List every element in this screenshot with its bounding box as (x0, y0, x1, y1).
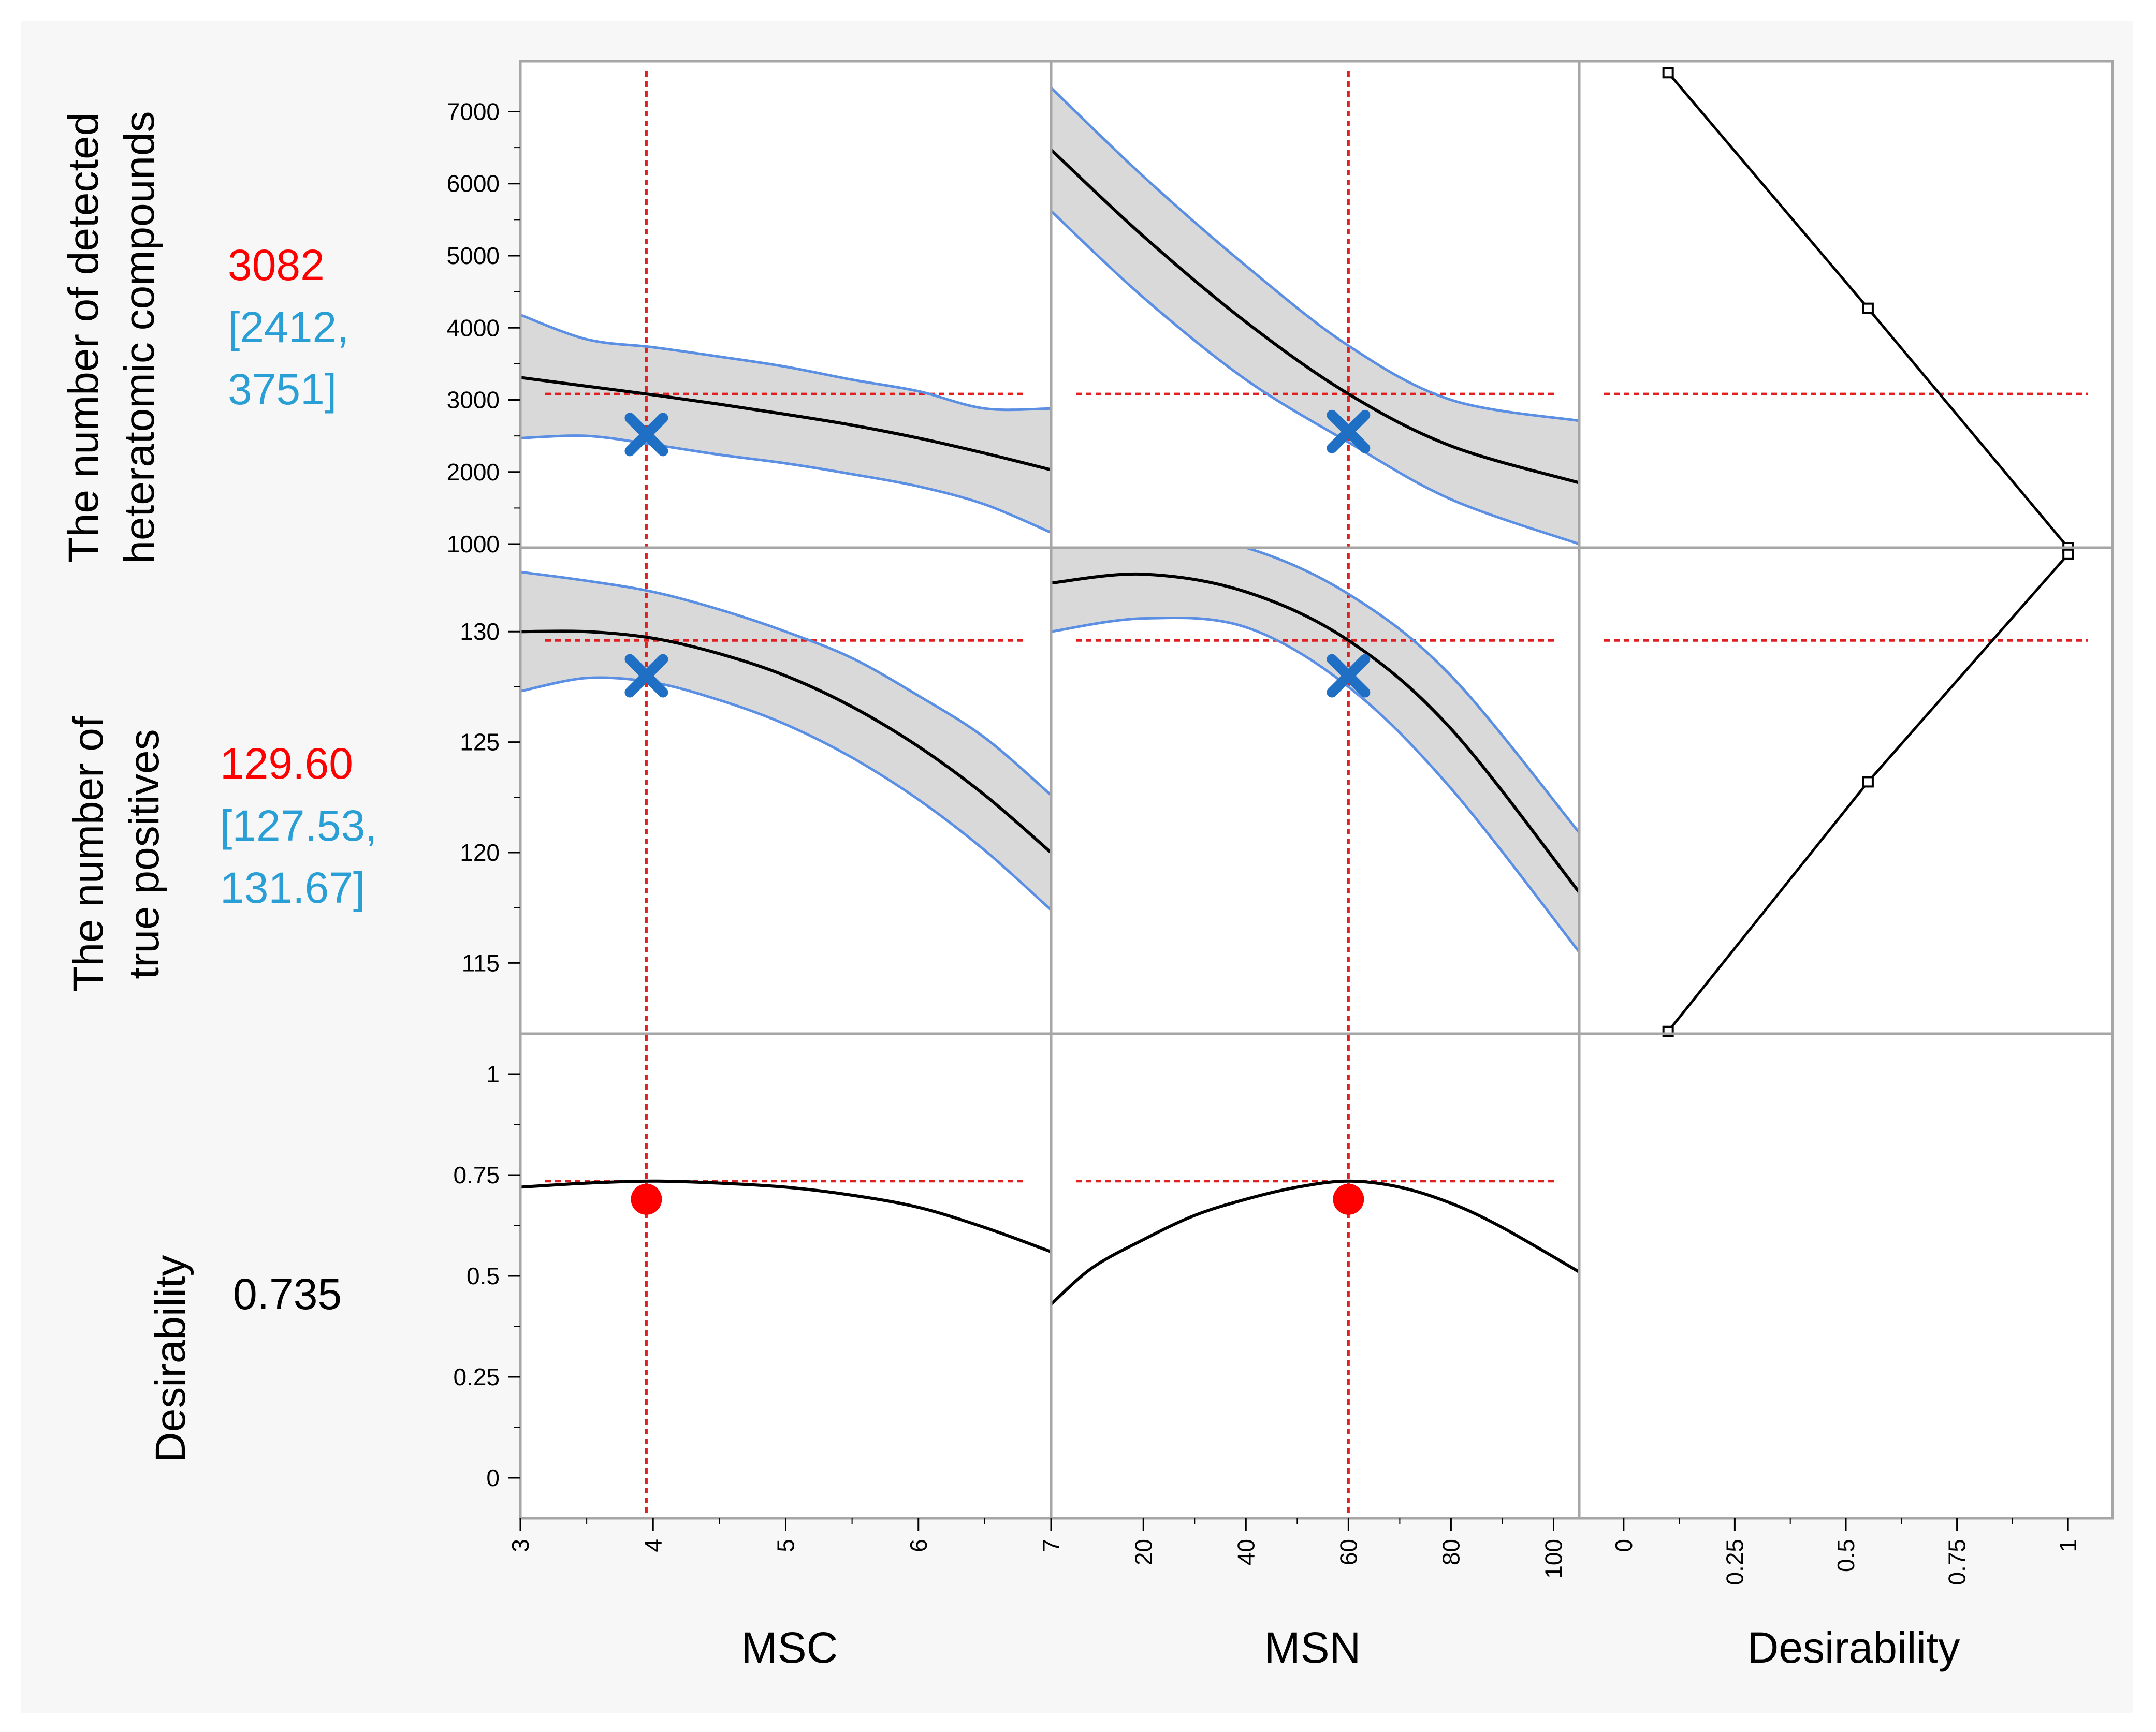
desirability-handle-0-1 (1862, 302, 1874, 314)
confidence-band-1-0 (520, 572, 1051, 910)
prediction-compounds-ci-line1: [2412, (228, 303, 349, 351)
observed-point-0-0 (624, 413, 668, 457)
desirability-point-0 (631, 1183, 662, 1215)
x-tick-label-1-0: 20 (1130, 1539, 1157, 1565)
y-tick-label-2-1: 0.25 (453, 1363, 500, 1390)
prediction-trace-2-1 (1051, 1179, 1579, 1305)
prediction-compounds-ci-line2: 3751] (228, 365, 337, 414)
prediction-desirability: 0.735 (233, 1263, 342, 1325)
y-label-compounds-line1: The number of detected (60, 112, 107, 563)
y-tick-label-2-2: 0.5 (467, 1263, 500, 1289)
upper-limit-line-1-0 (520, 570, 1051, 796)
y-tick-label-2-0: 0 (486, 1464, 500, 1491)
x-tick-label-1-1: 40 (1232, 1539, 1259, 1565)
prediction-true-positives-ci-line1: [127.53, (220, 801, 377, 850)
y-tick-label-0-6: 7000 (447, 98, 500, 125)
prediction-trace-0-1 (1051, 149, 1579, 485)
y-tick-label-1-0: 115 (462, 949, 500, 976)
lower-limit-line-1-0 (520, 676, 1051, 911)
prediction-compounds-value: 3082 (228, 241, 325, 289)
x-tick-label-0-1: 4 (639, 1539, 666, 1552)
desirability-handle-1-1 (1862, 776, 1874, 788)
desirability-handle-0-0 (1662, 67, 1674, 79)
x-tick-label-1-4: 100 (1540, 1539, 1567, 1579)
plot-area-background (520, 61, 2113, 1518)
prediction-trace-1-0 (520, 629, 1051, 854)
y-tick-label-2-4: 1 (486, 1061, 500, 1088)
desirability-point-1 (1333, 1183, 1364, 1215)
upper-limit-line-0-1 (1051, 86, 1579, 422)
prediction-true-positives-value: 129.60 (220, 739, 353, 788)
x-tick-label-2-2: 0.5 (1832, 1539, 1859, 1572)
y-tick-label-1-1: 120 (460, 839, 500, 866)
x-tick-label-0-0: 3 (507, 1539, 534, 1552)
x-tick-label-2-4: 1 (2055, 1539, 2081, 1552)
confidence-band-1-1 (1051, 548, 1579, 952)
y-label-true-positives: The number of true positives (61, 657, 172, 1051)
y-label-true-positives-line1: The number of (65, 716, 112, 992)
upper-limit-line-1-1 (1051, 548, 1579, 834)
prediction-desirability-value: 0.735 (233, 1270, 342, 1318)
y-tick-label-0-0: 1000 (447, 531, 500, 557)
desirability-handle-1-2 (2062, 548, 2074, 560)
prediction-trace-2-0 (520, 1179, 1051, 1254)
x-label-msn: MSN (1264, 1623, 1361, 1672)
prediction-trace-1-1 (1051, 572, 1579, 893)
x-tick-label-0-3: 6 (905, 1539, 932, 1552)
y-label-true-positives-line2: true positives (121, 729, 168, 979)
upper-limit-line-0-0 (520, 313, 1051, 412)
x-label-desirability: Desirability (1747, 1623, 1960, 1672)
x-tick-label-0-4: 7 (1038, 1539, 1065, 1552)
x-tick-label-2-0: 0 (1610, 1539, 1637, 1552)
y-tick-label-0-5: 6000 (447, 170, 500, 197)
lower-limit-line-0-0 (520, 434, 1051, 534)
lower-limit-line-1-1 (1051, 617, 1579, 953)
x-label-msc: MSC (741, 1623, 838, 1672)
y-label-desirability-text: Desirability (147, 1255, 194, 1463)
prediction-true-positives: 129.60 [127.53, 131.67] (220, 732, 377, 919)
y-label-desirability: Desirability (143, 1214, 199, 1504)
x-tick-label-2-3: 0.75 (1944, 1539, 1971, 1586)
x-tick-label-2-1: 0.25 (1721, 1539, 1748, 1586)
y-tick-label-1-3: 130 (460, 618, 500, 645)
prediction-trace-0-0 (520, 376, 1051, 472)
observed-point-1-0 (624, 654, 668, 698)
confidence-band-0-1 (1051, 87, 1579, 544)
y-tick-label-0-1: 2000 (447, 459, 500, 486)
y-tick-label-2-3: 0.75 (453, 1162, 500, 1188)
prediction-true-positives-ci-line2: 131.67] (220, 863, 366, 912)
x-tick-label-0-2: 5 (773, 1539, 799, 1552)
confidence-band-0-0 (520, 315, 1051, 533)
lower-limit-line-0-1 (1051, 210, 1579, 546)
y-tick-label-1-2: 125 (460, 729, 500, 756)
observed-point-0-1 (1327, 409, 1371, 453)
y-tick-label-0-2: 3000 (447, 387, 500, 414)
observed-point-1-1 (1327, 654, 1371, 698)
y-label-compounds: The number of detected heteratomic compo… (56, 63, 168, 612)
x-tick-label-1-3: 80 (1437, 1539, 1464, 1565)
y-tick-label-0-4: 5000 (447, 242, 500, 269)
prediction-compounds: 3082 [2412, 3751] (228, 234, 349, 420)
y-tick-label-0-3: 4000 (447, 314, 500, 341)
y-label-compounds-line2: heteratomic compounds (116, 111, 163, 564)
x-tick-label-1-2: 60 (1335, 1539, 1362, 1565)
